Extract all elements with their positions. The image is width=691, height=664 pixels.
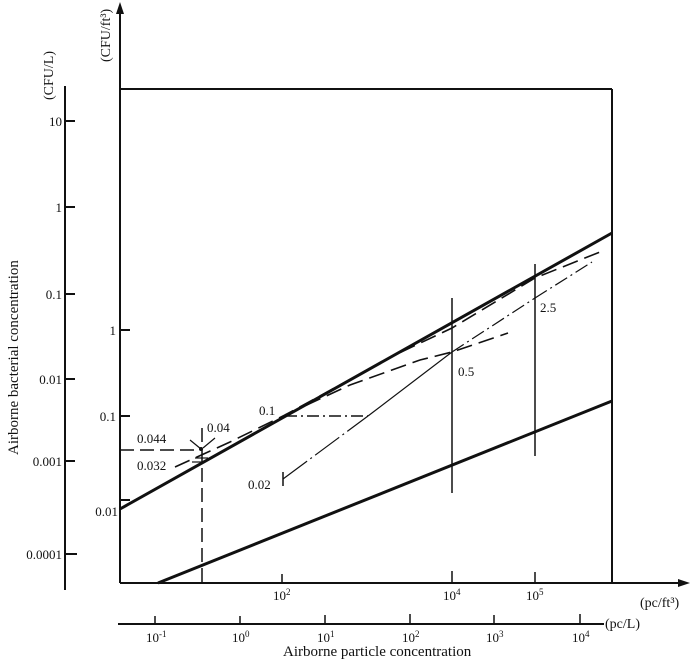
left-tick-1: 1 — [55, 200, 63, 215]
lower-bound-line — [157, 399, 613, 585]
left-tick-0.0001: 0.0001 — [26, 547, 62, 562]
y-axis-arrow-icon — [116, 2, 124, 14]
annotation-arrow-004 — [202, 437, 216, 449]
point-marker — [199, 447, 203, 451]
x-bottom-ticks — [154, 614, 581, 624]
dashdot-line-end — [534, 261, 593, 299]
x-bot-tick-1e4: 104 — [572, 629, 590, 645]
y-inner-unit: (CFU/ft³) — [99, 8, 114, 62]
inner-tick-0.01: 0.01 — [95, 504, 118, 519]
x-bot-tick-1e2: 102 — [402, 629, 420, 645]
x-axis-arrow-icon — [678, 579, 690, 587]
annotation-0044: 0.044 — [137, 431, 167, 446]
star-marker-icon — [189, 439, 208, 463]
annotation-05: 0.5 — [458, 364, 475, 379]
thin-line-to-05 — [367, 351, 453, 417]
left-y-ticks — [65, 120, 77, 555]
y-left-unit: (CFU/L) — [42, 51, 57, 100]
left-tick-0.01: 0.01 — [39, 372, 62, 387]
annotation-002: 0.02 — [248, 477, 271, 492]
annotation-01: 0.1 — [259, 403, 276, 418]
dashed-branch-05 — [284, 332, 509, 416]
x-top-tick-1e2: 102 — [273, 587, 291, 603]
left-tick-0.001: 0.001 — [32, 454, 62, 469]
left-tick-10: 10 — [49, 114, 62, 129]
left-tick-0.1: 0.1 — [45, 287, 62, 302]
annotation-0032: 0.032 — [137, 458, 167, 473]
x-bot-tick-1e3: 103 — [486, 629, 504, 645]
x-top-tick-1e4: 104 — [443, 587, 461, 603]
x-bottom-unit: (pc/L) — [605, 617, 640, 632]
annotation-004: 0.04 — [207, 420, 230, 435]
x-bot-tick-1e-1: 10-1 — [146, 629, 167, 645]
dashdot-line-25 — [451, 297, 536, 353]
x-top-ticks — [281, 571, 536, 583]
x-top-tick-1e5: 105 — [526, 587, 544, 603]
x-bot-tick-1e0: 100 — [232, 629, 250, 645]
x-top-unit: (pc/ft³) — [640, 596, 680, 611]
inner-tick-1: 1 — [109, 323, 117, 338]
dashed-curve-main — [174, 251, 601, 468]
annotation-25: 2.5 — [540, 300, 557, 315]
x-axis-title: Airborne particle concentration — [283, 644, 472, 660]
inner-tick-0.1: 0.1 — [99, 409, 116, 424]
inner-y-ticks — [120, 329, 130, 501]
dashdot-line-002 — [282, 415, 369, 480]
x-bot-tick-1e1: 101 — [317, 629, 335, 645]
